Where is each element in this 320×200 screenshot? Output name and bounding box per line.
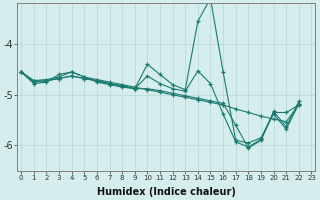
X-axis label: Humidex (Indice chaleur): Humidex (Indice chaleur) [97,187,236,197]
